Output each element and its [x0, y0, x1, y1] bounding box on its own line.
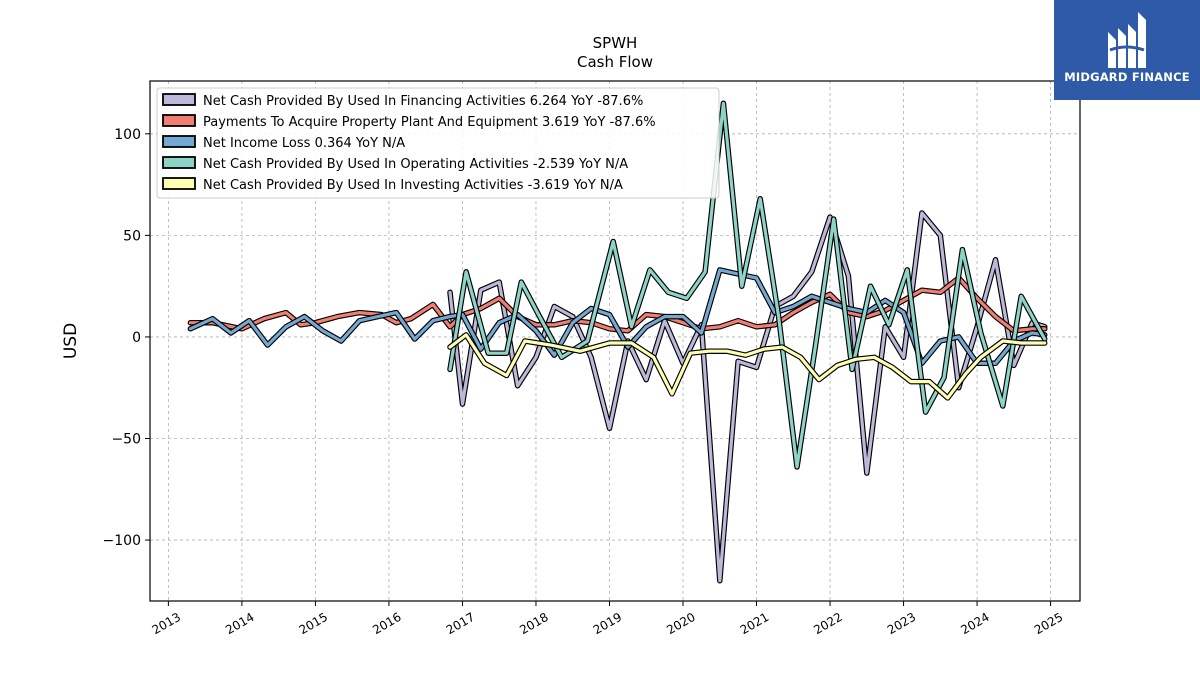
legend-box — [156, 87, 720, 199]
y-axis-label: USD — [61, 323, 81, 359]
series-line-5 — [447, 332, 1048, 401]
y-tick-label: −100 — [103, 533, 141, 549]
y-axis: 100 50 0 −50 −100 — [103, 127, 150, 549]
brand-name: MIDGARD FINANCE — [1064, 70, 1190, 84]
series-stroke — [448, 333, 1047, 400]
legend-swatch — [162, 93, 196, 106]
legend-label: Net Income Loss 0.364 YoY N/A — [203, 136, 405, 151]
y-tick-label: 0 — [132, 330, 141, 346]
legend-label: Net Cash Provided By Used In Investing A… — [203, 178, 623, 193]
series-stroke — [188, 268, 1047, 365]
midgard-logo-icon — [1108, 12, 1146, 68]
legend-label: Payments To Acquire Property Plant And E… — [203, 115, 656, 130]
legend-label: Net Cash Provided By Used In Operating A… — [203, 157, 628, 172]
legend-label: Net Cash Provided By Used In Financing A… — [203, 94, 643, 109]
y-tick-label: 50 — [123, 228, 141, 244]
legend-swatch — [162, 156, 196, 169]
series-layer — [187, 100, 1048, 584]
series-line-4 — [447, 100, 1048, 470]
legend-swatch — [162, 135, 196, 148]
series-stroke — [448, 101, 1047, 469]
chart-title: SPWH — [593, 34, 638, 52]
chart-subtitle: Cash Flow — [577, 53, 653, 71]
series-line-3 — [187, 267, 1048, 367]
plot-frame — [149, 80, 1081, 602]
brand-logo: MIDGARD FINANCE — [1054, 0, 1200, 100]
legend-swatch — [162, 177, 196, 190]
legend: Net Cash Provided By Used In Financing A… — [156, 87, 720, 199]
legend-swatch — [162, 114, 196, 127]
y-tick-label: 100 — [114, 127, 141, 143]
y-tick-label: −50 — [111, 432, 141, 448]
